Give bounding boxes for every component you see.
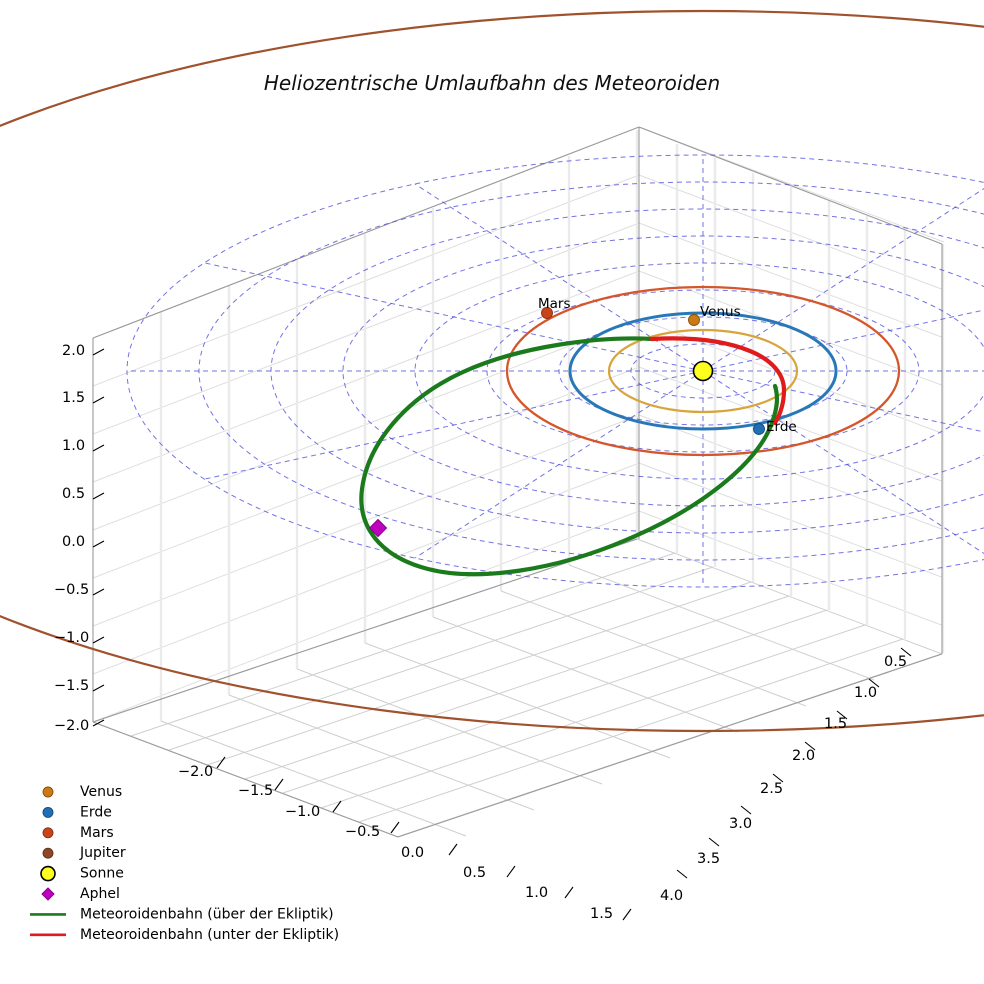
z-tick-5: −0.5 (54, 582, 89, 598)
legend-label-venus: Venus (80, 784, 122, 800)
legend-label-erde: Erde (80, 804, 112, 820)
celestial-body-markers (368, 307, 765, 538)
legend-marker-erde (42, 806, 54, 818)
legend-label-meteoroidenbahn-ber-der-ekliptik: Meteoroidenbahn (über der Ekliptik) (80, 906, 334, 922)
x-axis-tick-labels: −2.0 −1.5 −1.0 −0.5 0.0 0.5 1.0 1.5 (178, 764, 613, 922)
legend-label-sonne: Sonne (80, 866, 124, 882)
page-title: Heliozentrische Umlaufbahn des Meteoroid… (264, 71, 720, 95)
annotation-venus: Venus (700, 304, 741, 320)
z-tick-0: 2.0 (62, 343, 85, 359)
y-axis-tick-labels: 0.5 1.0 1.5 2.0 2.5 3.0 3.5 4.0 (660, 654, 907, 904)
z-tick-8: −2.0 (54, 718, 89, 734)
orbit-erde (568, 311, 838, 431)
axes3d-pane-back-left (92, 126, 640, 723)
annotation-mars: Mars (538, 296, 571, 312)
marker-sonne (692, 360, 714, 382)
x-tick-2: −1.0 (285, 804, 320, 820)
legend-label-mars: Mars (80, 825, 114, 841)
x-tick-1: −1.5 (238, 783, 273, 799)
marker-venus (688, 314, 700, 326)
orbit-venus (607, 328, 799, 414)
y-tick-3: 2.0 (792, 748, 815, 764)
meteoroid-orbit (359, 336, 787, 577)
x-tick-5: 0.5 (463, 865, 486, 881)
x-tick-6: 1.0 (525, 885, 548, 901)
annotation-erde: Erde (766, 419, 797, 435)
legend-label-meteoroidenbahn-unter-der-ekliptik: Meteoroidenbahn (unter der Ekliptik) (80, 927, 339, 943)
y-tick-5: 3.0 (729, 816, 752, 832)
orbit-mars (505, 285, 901, 457)
axis-ticks (92, 348, 912, 921)
x-tick-7: 1.5 (590, 906, 613, 922)
marker-aphel (368, 518, 388, 538)
legend-label-aphel: Aphel (80, 886, 120, 902)
legend-marker-sonne (40, 865, 56, 882)
legend-marker-mars (42, 827, 54, 839)
legend-label-jupiter: Jupiter (79, 845, 126, 861)
body-annotations: Mars Venus Erde (538, 296, 797, 435)
axes3d-box-edges (92, 126, 943, 838)
z-tick-4: 0.0 (62, 534, 85, 550)
y-tick-7: 4.0 (660, 888, 683, 904)
legend-marker-venus (42, 786, 54, 798)
x-tick-0: −2.0 (178, 764, 213, 780)
marker-erde (753, 423, 765, 435)
z-tick-7: −1.5 (54, 678, 89, 694)
legend-marker-aphel (41, 887, 55, 901)
legend-marker-jupiter (42, 847, 54, 859)
x-tick-4: 0.0 (401, 845, 424, 861)
marker-mars (541, 307, 553, 319)
axes3d-pane-back-right (638, 126, 945, 653)
z-tick-3: 0.5 (62, 486, 85, 502)
meteoroid-track-above-ecliptic (359, 336, 780, 577)
x-tick-3: −0.5 (345, 824, 380, 840)
axes3d-pane-floor (92, 538, 943, 838)
y-tick-0: 0.5 (884, 654, 907, 670)
y-tick-1: 1.0 (854, 685, 877, 701)
z-axis-tick-labels: 2.0 1.5 1.0 0.5 0.0 −0.5 −1.0 −1.5 −2.0 (54, 343, 89, 734)
z-tick-1: 1.5 (62, 390, 85, 406)
orbit-jupiter (0, 10, 984, 732)
legend: Venus Erde Mars Jupiter Sonne Aphel Meteoroide… (30, 784, 339, 943)
planet-orbits (0, 10, 984, 732)
meteoroid-track-below-ecliptic (649, 336, 787, 426)
z-tick-2: 1.0 (62, 438, 85, 454)
z-tick-6: −1.0 (54, 630, 89, 646)
y-tick-2: 1.5 (824, 716, 847, 732)
y-tick-4: 2.5 (760, 781, 783, 797)
y-tick-6: 3.5 (697, 851, 720, 867)
